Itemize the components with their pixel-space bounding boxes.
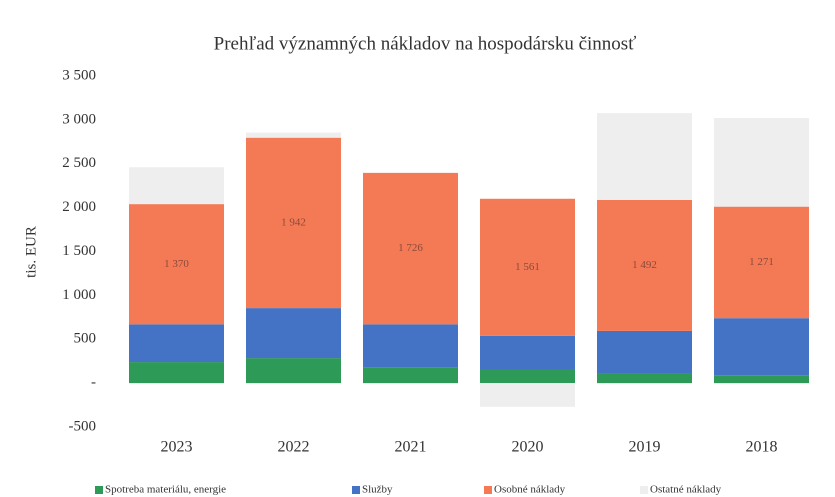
bar-segment [129,167,224,205]
bar-segment [480,198,575,336]
bar-segment [246,137,341,309]
bar-segment [597,199,692,331]
bar-segment [597,330,692,374]
bar-segment [363,172,458,325]
x-tick-label: 2020 [512,439,544,456]
data-label: 1 370 [164,258,189,270]
bar-segment [480,335,575,370]
bar-segment [480,369,575,384]
bar-segment [363,367,458,384]
bar-segment [129,324,224,363]
y-tick-label: 2 000 [62,199,96,215]
bar-segment [246,308,341,359]
x-tick-label: 2023 [161,439,193,456]
chart-title: Prehľad významných nákladov na hospodárs… [214,33,637,54]
y-axis-label: tis. EUR [23,226,39,278]
y-tick-label: 3 500 [62,67,96,83]
bar-segment [129,362,224,384]
y-tick-label: 3 000 [62,111,96,127]
data-label: 1 492 [632,259,657,271]
data-label: 1 942 [281,216,306,228]
bar-segment [363,324,458,368]
bar-segment [714,318,809,376]
bar-segment [480,383,575,407]
x-tick-label: 2022 [278,439,310,456]
bar-segment [597,373,692,384]
bar-segment [246,358,341,384]
x-tick-label: 2021 [395,439,427,456]
legend-label: Ostatné náklady [650,484,722,496]
y-tick-label: 1 500 [62,243,96,259]
y-tick-label: 1 000 [62,287,96,303]
bar-segment [129,204,224,325]
legend-swatch [352,486,360,494]
data-label: 1 271 [749,256,774,268]
legend-label: Spotreba materiálu, energie [105,484,226,496]
data-label: 1 726 [398,242,423,254]
bar-segment [714,375,809,384]
x-tick-label: 2018 [746,439,778,456]
y-tick-label: 2 500 [62,155,96,171]
legend-label: Služby [362,484,393,496]
bar-segment [246,132,341,138]
bar-segment [714,206,809,319]
x-tick-label: 2019 [629,439,661,456]
legend-swatch [484,486,492,494]
legend-label: Osobné náklady [494,484,566,496]
y-tick-label: - [91,375,96,391]
legend-swatch [640,486,648,494]
bar-segment [597,113,692,200]
legend-swatch [95,486,103,494]
y-tick-label: -500 [69,418,97,434]
y-tick-label: 500 [74,331,97,347]
bar-segment [714,118,809,207]
data-label: 1 561 [515,261,540,273]
